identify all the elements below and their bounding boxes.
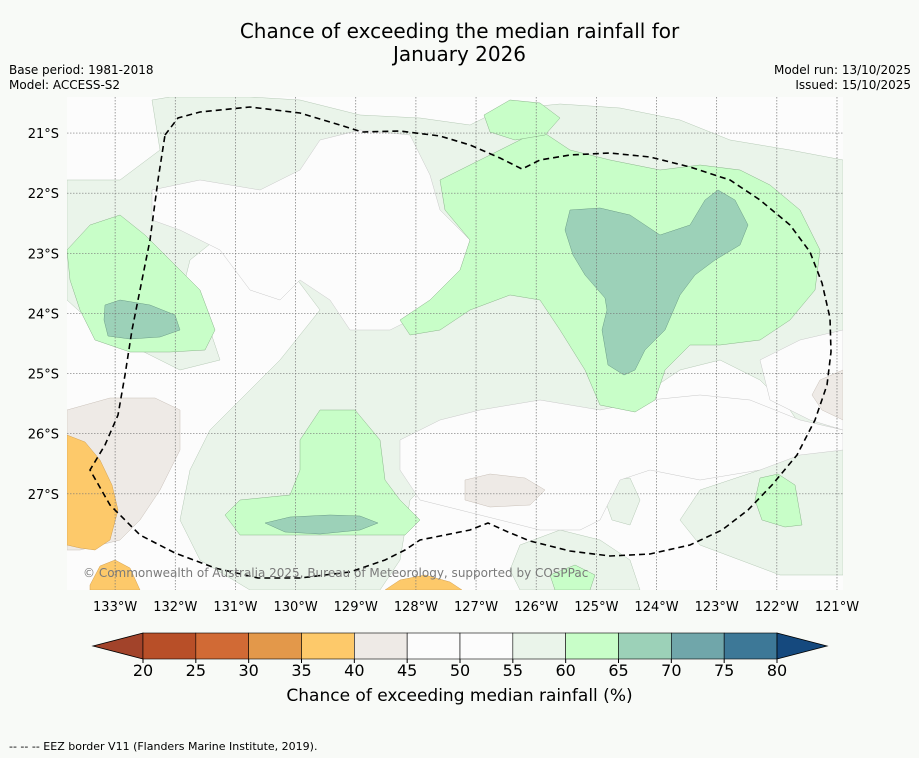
longitude-label: 121°W (815, 600, 859, 615)
colorbar-label: Chance of exceeding median rainfall (%) (286, 686, 633, 706)
colorbar-tick-label: 80 (767, 661, 787, 680)
region-40-45-south (464, 473, 546, 508)
colorbar-tick-label: 45 (397, 661, 417, 680)
colorbar: 20 25 30 35 40 45 50 55 60 65 70 75 80 (91, 632, 829, 680)
colorbar-tick-label: 20 (133, 661, 153, 680)
title-line-2: January 2026 (392, 42, 527, 66)
longitude-label: 126°W (514, 600, 558, 615)
map-fill-layer (67, 97, 843, 590)
colorbar-segment (406, 632, 461, 660)
longitude-label: 129°W (334, 600, 378, 615)
region-60-65-southeast (754, 473, 803, 528)
colorbar-tick-label: 65 (608, 661, 628, 680)
longitude-label: 130°W (274, 600, 318, 615)
region-65-70-central (564, 189, 749, 376)
colorbar-segment (142, 632, 197, 660)
colorbar-segment (195, 632, 249, 660)
colorbar-ticks: 20 25 30 35 40 45 50 55 60 65 70 75 80 (133, 659, 787, 680)
eez-footnote: -- -- -- EEZ border V11 (Flanders Marine… (9, 740, 318, 753)
colorbar-segment (565, 632, 619, 660)
longitude-label: 125°W (574, 600, 618, 615)
colorbar-segments (91, 632, 829, 660)
colorbar-segment (301, 632, 355, 660)
eez-border (89, 106, 832, 579)
colorbar-segment (512, 632, 566, 660)
colorbar-tick-label: 70 (661, 661, 681, 680)
longitude-label: 124°W (634, 600, 678, 615)
colorbar-tick-label: 55 (503, 661, 523, 680)
colorbar-tick-label: 35 (291, 661, 311, 680)
model-name: Model: ACCESS-S2 (9, 78, 121, 92)
latitude-label: 27°S (28, 488, 59, 503)
meta-left: Base period: 1981-2018 Model: ACCESS-S2 (9, 63, 154, 93)
longitude-label: 128°W (394, 600, 438, 615)
region-60-65-southwest (224, 409, 421, 536)
colorbar-tick-label: 30 (238, 661, 258, 680)
longitude-label: 127°W (454, 600, 498, 615)
colorbar-extend-high (776, 632, 829, 660)
colorbar-segment (723, 632, 778, 660)
latitude-label: 26°S (28, 428, 59, 443)
longitude-label: 122°W (755, 600, 799, 615)
rainfall-map: 21°S22°S23°S24°S25°S26°S27°S 133°W 132°W 1… (28, 97, 859, 615)
latitude-label: 23°S (28, 247, 59, 262)
latitude-label: 21°S (28, 127, 59, 142)
latitude-label: 24°S (28, 307, 59, 322)
longitude-labels: 133°W 132°W 131°W 130°W 129°W 128°W 127°W 126°W… (93, 600, 859, 615)
colorbar-segment (618, 632, 672, 660)
region-35-40-west (67, 434, 119, 551)
region-65-70-west (103, 299, 181, 340)
copyright-notice: © Commonwealth of Australia 2025, Bureau… (83, 566, 589, 580)
colorbar-segment (459, 632, 514, 660)
colorbar-segment (671, 632, 725, 660)
map-title: Chance of exceeding the median rainfall … (0, 20, 919, 66)
issued-date: Issued: 15/10/2025 (795, 78, 911, 92)
region-55-60-south (509, 529, 641, 590)
colorbar-tick-label: 60 (555, 661, 575, 680)
latitude-label: 25°S (28, 368, 59, 383)
colorbar-tick-label: 40 (344, 661, 364, 680)
model-run: Model run: 13/10/2025 (773, 63, 911, 77)
colorbar-tick-label: 25 (186, 661, 206, 680)
region-65-70-south (264, 514, 379, 535)
latitude-labels: 21°S 22°S 23°S 24°S 25°S 26°S 27°S (28, 127, 59, 503)
latitude-label: 22°S (28, 187, 59, 202)
region-40-45-east (811, 369, 843, 421)
base-period: Base period: 1981-2018 (9, 63, 154, 77)
longitude-label: 123°W (695, 600, 739, 615)
colorbar-tick-label: 75 (714, 661, 734, 680)
longitude-label: 131°W (213, 600, 257, 615)
colorbar-tick-label: 50 (450, 661, 470, 680)
title-line-1: Chance of exceeding the median rainfall … (239, 19, 680, 43)
colorbar-segment (248, 632, 302, 660)
map-gridlines (67, 97, 843, 590)
longitude-label: 132°W (153, 600, 197, 615)
longitude-label: 133°W (93, 600, 137, 615)
region-35-40-south (384, 574, 463, 590)
meta-right: Model run: 13/10/2025 Issued: 15/10/2025 (774, 63, 911, 93)
colorbar-segment (354, 632, 408, 660)
region-60-65-south-spot (549, 564, 596, 590)
colorbar-extend-low (91, 632, 144, 660)
